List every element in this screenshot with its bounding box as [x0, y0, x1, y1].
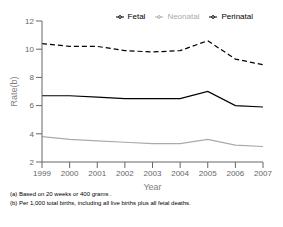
- html-text:(b) Per 1,000 total births, in: (b) Per 1,000 total births, including al…: [10, 200, 191, 206]
- svg-text:2005: 2005: [199, 169, 217, 178]
- html-text:Neonatal: Neonatal: [167, 12, 200, 21]
- svg-text:2: 2: [30, 158, 35, 167]
- svg-text:6: 6: [30, 101, 35, 110]
- svg-text:Year: Year: [143, 182, 161, 190]
- svg-text:2004: 2004: [171, 169, 189, 178]
- svg-text:10: 10: [25, 45, 34, 54]
- svg-text:2001: 2001: [88, 169, 106, 178]
- svg-text:4: 4: [30, 130, 35, 139]
- svg-text:2003: 2003: [144, 169, 162, 178]
- html-text:Fetal: Fetal: [127, 12, 146, 21]
- svg-text:8: 8: [30, 73, 35, 82]
- svg-text:Rate(b): Rate(b): [9, 76, 19, 106]
- svg-text:2006: 2006: [226, 169, 244, 178]
- svg-text:12: 12: [25, 17, 34, 26]
- svg-text:2002: 2002: [116, 169, 134, 178]
- html-text:Perinatal: Perinatal: [221, 12, 253, 21]
- html-text:(a) Based on 20 weeks or 400 g: (a) Based on 20 weeks or 400 grams .: [10, 191, 112, 197]
- svg-text:2000: 2000: [61, 169, 79, 178]
- svg-text:1999: 1999: [33, 169, 51, 178]
- svg-text:2007: 2007: [254, 169, 272, 178]
